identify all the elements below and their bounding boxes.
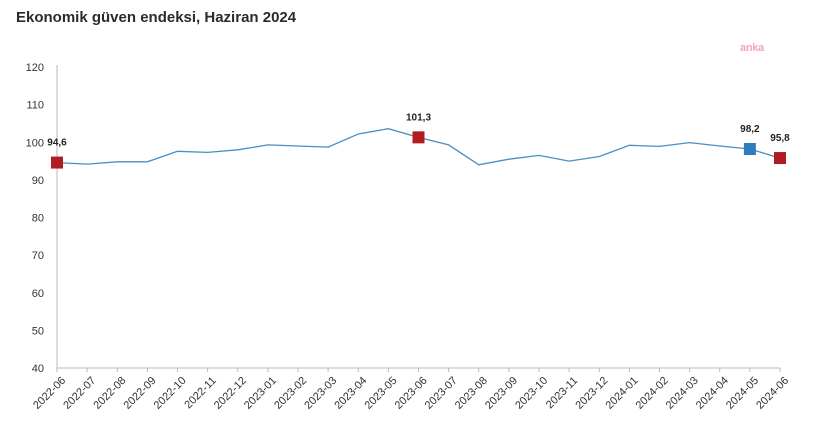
- data-point-marker: [743, 143, 756, 156]
- y-tick-label: 90: [32, 175, 44, 187]
- x-tick-label: 2023-04: [332, 375, 369, 412]
- data-label: 95,8: [770, 133, 790, 144]
- x-tick-label: 2023-06: [393, 375, 430, 412]
- data-label: 98,2: [740, 124, 760, 135]
- data-point-marker: [412, 131, 425, 144]
- x-tick-label: 2024-06: [754, 375, 791, 412]
- x-tick-label: 2024-04: [694, 375, 731, 412]
- x-tick-label: 2023-05: [363, 375, 400, 412]
- x-tick-label: 2023-02: [272, 375, 309, 412]
- x-tick-label: 2024-01: [604, 375, 641, 412]
- x-tick-label: 2022-10: [152, 375, 189, 412]
- y-tick-label: 60: [32, 288, 44, 300]
- x-tick-label: 2023-10: [513, 375, 550, 412]
- y-tick-label: 120: [26, 62, 44, 74]
- x-tick-label: 2023-08: [453, 375, 490, 412]
- chart-title: Ekonomik güven endeksi, Haziran 2024: [16, 9, 297, 26]
- y-tick-label: 110: [26, 100, 44, 112]
- y-tick-label: 50: [32, 325, 44, 337]
- x-tick-label: 2024-05: [724, 375, 761, 412]
- x-tick-label: 2022-08: [91, 375, 128, 412]
- data-label: 94,6: [47, 138, 67, 149]
- watermark-logo: anka: [740, 42, 764, 54]
- data-point-marker: [51, 156, 63, 169]
- x-tick-label: 2023-09: [483, 375, 520, 412]
- x-tick-label: 2024-02: [634, 375, 671, 412]
- x-tick-label: 2022-06: [31, 375, 68, 412]
- y-tick-label: 70: [32, 250, 44, 262]
- x-tick-label: 2022-12: [212, 375, 249, 412]
- x-tick-label: 2023-07: [423, 375, 460, 412]
- x-tick-label: 2023-03: [302, 375, 339, 412]
- x-tick-label: 2023-01: [242, 375, 279, 412]
- y-tick-label: 80: [32, 213, 44, 225]
- x-tick-label: 2024-03: [664, 375, 701, 412]
- x-tick-label: 2022-07: [61, 375, 98, 412]
- y-tick-label: 40: [32, 363, 44, 375]
- y-tick-label: 100: [26, 137, 44, 149]
- data-label: 101,3: [406, 112, 431, 123]
- data-point-marker: [774, 152, 786, 165]
- x-tick-label: 2022-09: [122, 375, 159, 412]
- x-tick-label: 2023-12: [573, 375, 610, 412]
